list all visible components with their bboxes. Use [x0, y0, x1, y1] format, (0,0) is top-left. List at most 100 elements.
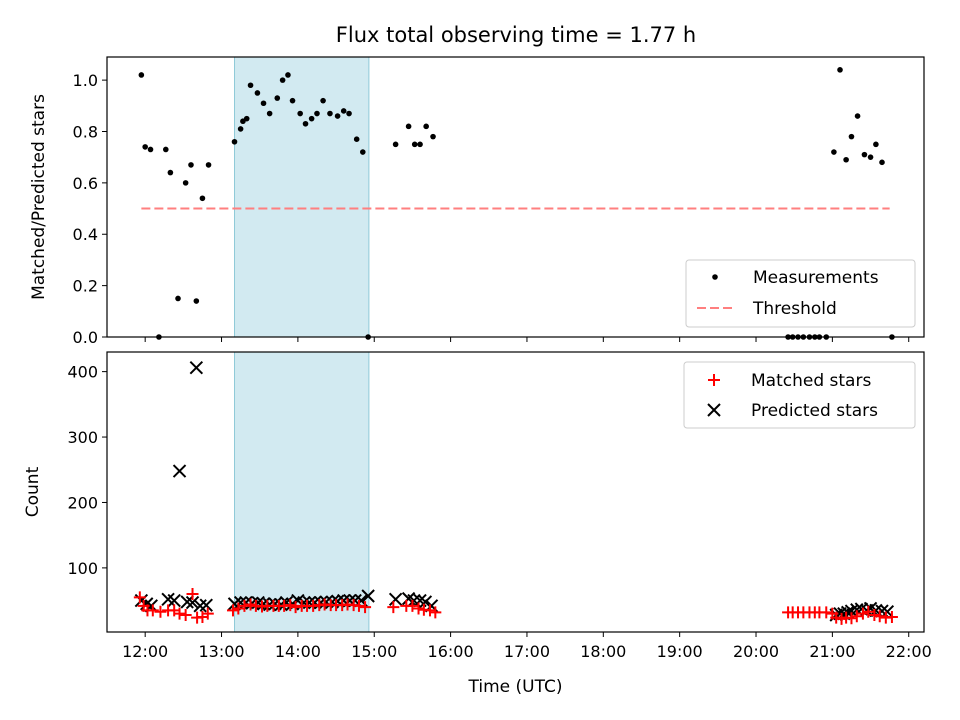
- matched-point: [284, 599, 297, 612]
- matched-point: [873, 610, 886, 623]
- matched-point: [173, 607, 186, 620]
- legend-box: [685, 259, 916, 328]
- measurement-point: [274, 95, 281, 101]
- legend-marker-matched: [708, 374, 720, 386]
- y-tick-label: 0.4: [73, 225, 98, 244]
- matched-point: [226, 604, 239, 617]
- y-tick-label: 1.0: [73, 71, 98, 90]
- x-tick-label: 15:00: [351, 642, 397, 661]
- matched-point: [856, 607, 869, 620]
- matched-point: [885, 610, 898, 623]
- x-tick-label: 17:00: [504, 642, 550, 661]
- measurement-point: [837, 67, 843, 73]
- x-tick-label: 22:00: [886, 642, 932, 661]
- y-tick-label: 0.6: [73, 174, 98, 193]
- measurement-point: [430, 133, 436, 140]
- measurement-point: [237, 126, 244, 132]
- measurement-point: [843, 156, 849, 163]
- y-tick-label: 100: [67, 559, 98, 578]
- measurement-point: [359, 149, 366, 155]
- measurement-point: [254, 90, 261, 96]
- y-tick-label: 200: [67, 493, 98, 512]
- x-tick-label: 16:00: [428, 642, 474, 661]
- measurement-point: [260, 100, 267, 107]
- measurement-point: [266, 110, 273, 117]
- matched-point: [412, 602, 425, 615]
- x-tick-label: 13:00: [198, 642, 244, 661]
- predicted-point: [361, 589, 375, 603]
- y-tick-label: 0.8: [73, 122, 98, 141]
- measurement-point: [320, 97, 326, 104]
- matched-point: [244, 598, 257, 611]
- y-tick-label: 300: [67, 428, 98, 447]
- measurement-point: [142, 144, 148, 150]
- legend-box: [683, 361, 916, 429]
- x-tick-label: 18:00: [580, 642, 626, 661]
- measurement-point: [302, 120, 309, 127]
- predicted-point: [167, 593, 181, 608]
- x-tick-label: 12:00: [122, 642, 168, 661]
- legend-marker-measurements: [712, 274, 718, 280]
- measurement-point: [289, 97, 296, 104]
- matched-point: [850, 610, 863, 623]
- legend-label-measurements: Measurements: [753, 268, 879, 288]
- matched-point: [186, 588, 199, 601]
- matched-point: [820, 606, 833, 619]
- measurement-point: [346, 110, 352, 117]
- matched-point: [232, 602, 245, 615]
- y-tick-label: 400: [67, 363, 98, 382]
- measurement-point: [205, 162, 212, 168]
- matched-point: [154, 605, 167, 618]
- axes-frame: [106, 56, 925, 338]
- measurement-point: [243, 115, 250, 122]
- measurement-point: [327, 110, 333, 117]
- matched-point: [359, 601, 372, 614]
- matched-point: [179, 608, 192, 621]
- measurement-point: [340, 108, 347, 114]
- measurement-point: [279, 77, 286, 83]
- x-tick-label: 19:00: [657, 642, 703, 661]
- predicted-point: [189, 360, 204, 375]
- measurement-point: [285, 72, 291, 78]
- measurement-point: [392, 141, 399, 148]
- matched-point: [238, 599, 251, 612]
- measurement-point: [417, 141, 423, 148]
- predicted-point: [172, 464, 187, 478]
- measurement-point: [193, 298, 200, 304]
- predicted-point: [180, 595, 194, 609]
- matched-point: [352, 599, 365, 612]
- matched-point: [862, 605, 875, 618]
- measurement-point: [334, 113, 341, 119]
- chart-title: Flux total observing time = 1.77 h: [336, 23, 696, 47]
- measurement-point: [297, 110, 303, 117]
- measurement-point: [231, 138, 238, 145]
- legend-label-matched: Matched stars: [751, 371, 871, 391]
- measurement-point: [175, 295, 181, 302]
- matched-point: [133, 591, 146, 604]
- x-tick-label: 21:00: [809, 642, 855, 661]
- measurement-point: [879, 159, 885, 166]
- legend-label-threshold: Threshold: [752, 299, 837, 319]
- measurement-point: [199, 195, 206, 202]
- matched-point: [146, 604, 159, 617]
- matched-point: [201, 607, 214, 620]
- y-axis-label: Matched/Predicted stars: [29, 94, 49, 300]
- measurement-point: [423, 123, 429, 130]
- measurement-point: [308, 115, 315, 122]
- measurement-point: [861, 151, 868, 158]
- matched-point: [845, 612, 858, 625]
- measurement-point: [831, 149, 837, 155]
- axes-frame: [106, 351, 925, 633]
- measurement-point: [867, 154, 874, 160]
- x-tick-label: 14:00: [275, 642, 321, 661]
- matched-point: [423, 604, 436, 617]
- matched-point: [429, 606, 442, 619]
- y-tick-label: 0.2: [73, 277, 98, 296]
- measurement-point: [138, 72, 145, 78]
- measurement-point: [314, 110, 320, 117]
- matched-point: [868, 608, 881, 621]
- predicted-point: [185, 595, 200, 610]
- y-tick-label: 0.0: [73, 328, 98, 347]
- matched-point: [289, 601, 302, 614]
- measurement-point: [411, 141, 418, 148]
